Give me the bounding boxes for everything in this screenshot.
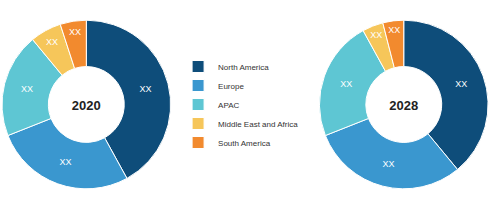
svg-text:XX: XX xyxy=(455,79,467,89)
svg-text:XX: XX xyxy=(370,30,382,40)
svg-text:XX: XX xyxy=(383,159,395,169)
svg-text:XX: XX xyxy=(140,84,152,94)
svg-text:Middle East and Africa: Middle East and Africa xyxy=(218,120,298,129)
svg-text:XX: XX xyxy=(46,37,58,47)
svg-text:APAC: APAC xyxy=(218,101,239,110)
svg-text:2028: 2028 xyxy=(389,98,418,113)
svg-text:XX: XX xyxy=(60,157,72,167)
svg-text:South America: South America xyxy=(218,139,271,148)
svg-text:XX: XX xyxy=(69,27,81,37)
svg-text:Europe: Europe xyxy=(218,82,244,91)
svg-text:XX: XX xyxy=(21,84,33,94)
svg-text:XX: XX xyxy=(388,25,400,35)
svg-text:2020: 2020 xyxy=(72,98,101,113)
svg-text:North America: North America xyxy=(218,63,269,72)
svg-text:XX: XX xyxy=(340,79,352,89)
